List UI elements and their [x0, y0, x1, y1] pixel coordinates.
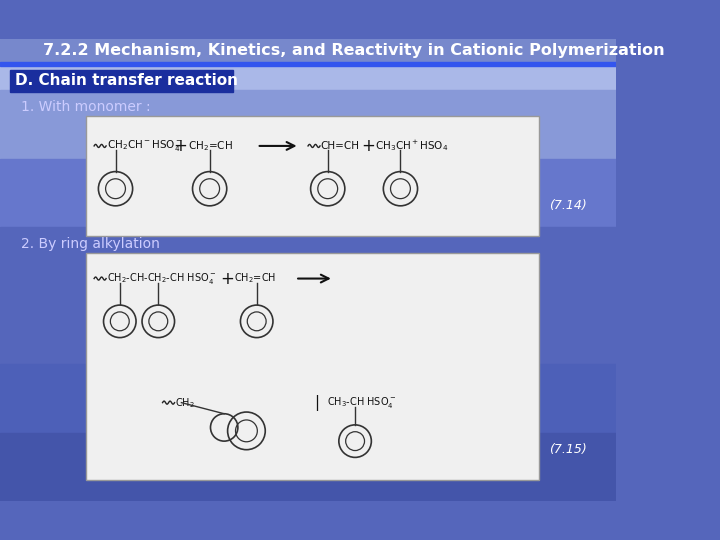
- Bar: [86, 253, 539, 480]
- Text: CH$_2$CH$^-$HSO$_4^-$: CH$_2$CH$^-$HSO$_4^-$: [107, 138, 183, 153]
- Text: +: +: [361, 137, 375, 155]
- Text: CH$_2$: CH$_2$: [176, 396, 195, 409]
- Bar: [0, 227, 616, 296]
- Text: CH$_2$=CH: CH$_2$=CH: [233, 272, 276, 286]
- Bar: [0, 39, 616, 63]
- Text: +: +: [220, 269, 234, 288]
- Bar: [0, 364, 616, 433]
- Text: CH$_2$=CH: CH$_2$=CH: [188, 139, 233, 153]
- Bar: [86, 116, 539, 236]
- Text: 2. By ring alkylation: 2. By ring alkylation: [22, 238, 161, 251]
- Text: (7.14): (7.14): [549, 199, 587, 212]
- Text: CH$_2$-CH-CH$_2$-CH HSO$_4^-$: CH$_2$-CH-CH$_2$-CH HSO$_4^-$: [107, 271, 216, 286]
- Bar: [0, 62, 616, 66]
- Text: 1. With monomer :: 1. With monomer :: [22, 100, 151, 114]
- Bar: [0, 433, 616, 501]
- Text: CH$_3$-CH HSO$_4^-$: CH$_3$-CH HSO$_4^-$: [327, 395, 396, 410]
- Bar: [0, 90, 616, 159]
- Text: +: +: [173, 137, 186, 155]
- Text: D. Chain transfer reaction: D. Chain transfer reaction: [15, 73, 238, 89]
- Text: 7.2.2 Mechanism, Kinetics, and Reactivity in Cationic Polymerization: 7.2.2 Mechanism, Kinetics, and Reactivit…: [42, 43, 665, 58]
- Bar: [0, 296, 616, 364]
- Bar: [0, 159, 616, 227]
- Text: |: |: [314, 395, 319, 410]
- Bar: [0, 39, 616, 90]
- Text: (7.15): (7.15): [549, 443, 587, 456]
- Text: CH$_3$CH$^+$HSO$_4$: CH$_3$CH$^+$HSO$_4$: [375, 138, 448, 153]
- Text: CH=CH: CH=CH: [321, 141, 360, 151]
- Bar: [10, 70, 233, 92]
